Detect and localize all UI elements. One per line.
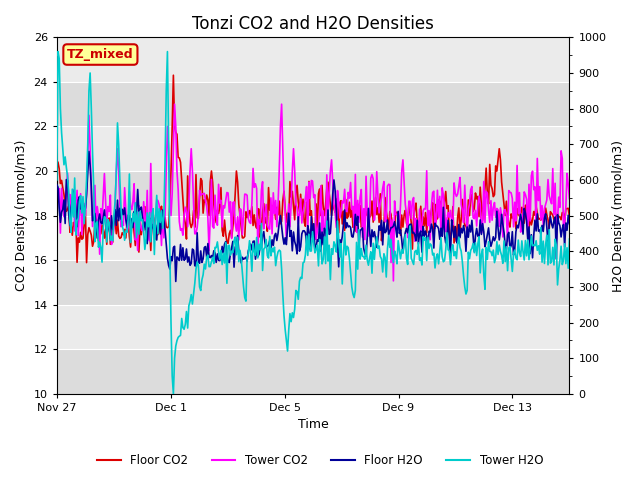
Y-axis label: CO2 Density (mmol/m3): CO2 Density (mmol/m3): [15, 140, 28, 291]
Bar: [57, 82, 570, 126]
Bar: [57, 126, 570, 171]
Text: TZ_mixed: TZ_mixed: [67, 48, 134, 61]
Y-axis label: H2O Density (mmol/m3): H2O Density (mmol/m3): [612, 140, 625, 291]
Bar: [57, 349, 570, 394]
Title: Tonzi CO2 and H2O Densities: Tonzi CO2 and H2O Densities: [192, 15, 434, 33]
Bar: [57, 260, 570, 305]
Bar: [57, 37, 570, 82]
X-axis label: Time: Time: [298, 419, 328, 432]
Bar: [57, 171, 570, 216]
Legend: Floor CO2, Tower CO2, Floor H2O, Tower H2O: Floor CO2, Tower CO2, Floor H2O, Tower H…: [92, 449, 548, 472]
Bar: [57, 305, 570, 349]
Bar: [57, 216, 570, 260]
